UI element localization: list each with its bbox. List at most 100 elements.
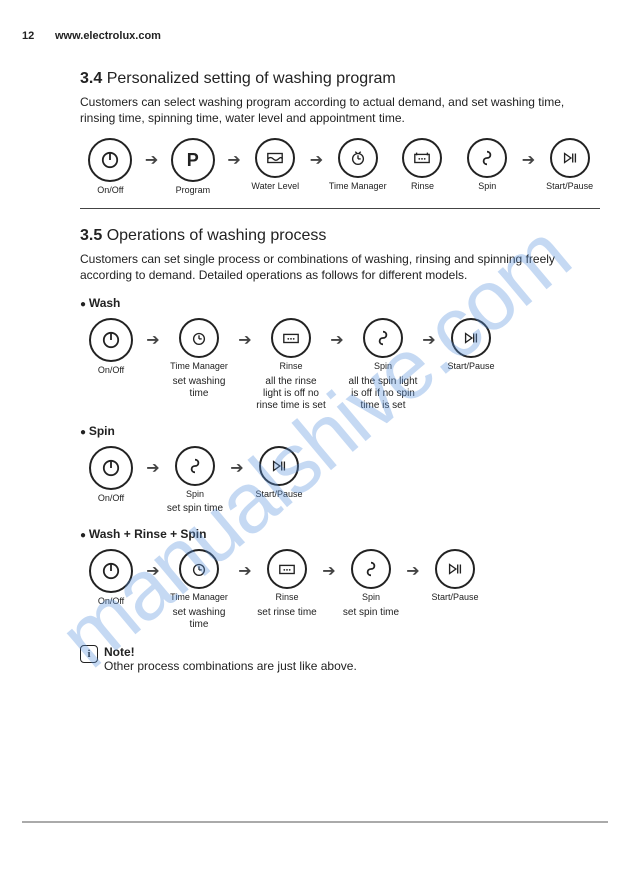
rinse-icon (267, 549, 307, 589)
arrow-icon: ➔ (146, 561, 160, 581)
clock-icon (338, 138, 378, 178)
content-area: 3.4 Personalized setting of washing prog… (80, 70, 600, 673)
arrow-icon: ➔ (146, 458, 160, 478)
label-rinse: Rinse (411, 182, 434, 192)
arrow-icon: ➔ (238, 330, 252, 350)
label-onoff: On/Off (97, 186, 123, 196)
sub: set washing time (164, 607, 234, 631)
spin-icon (175, 446, 215, 486)
section-34-title: Personalized setting of washing program (107, 70, 396, 87)
spin-icon (363, 318, 403, 358)
water-icon (255, 138, 295, 178)
label: Time Manager (170, 593, 228, 603)
power-icon (89, 549, 133, 593)
step-start: Start/Pause (248, 446, 310, 500)
arrow-icon: ➔ (230, 458, 244, 478)
step-rinse: Rinse set rinse time (256, 549, 318, 619)
arrow-icon: ➔ (310, 150, 324, 170)
power-icon (89, 446, 133, 490)
arrow-icon: ➔ (522, 150, 536, 170)
step-onoff: On/Off (80, 138, 141, 196)
sub: all the rinse light is off no rinse time… (256, 376, 326, 412)
section-34-heading: 3.4 Personalized setting of washing prog… (80, 70, 600, 88)
note-label: Note! (104, 645, 357, 659)
sub: all the spin light is off if no spin tim… (348, 376, 418, 412)
flow-wash: On/Off ➔ Time Manager set washing time ➔… (80, 318, 600, 412)
arrow-icon: ➔ (238, 561, 252, 581)
label-program: Program (176, 186, 211, 196)
spin-icon (351, 549, 391, 589)
label-start: Start/Pause (546, 182, 593, 192)
label: Time Manager (170, 362, 228, 372)
label-water: Water Level (251, 182, 299, 192)
sub: set spin time (167, 503, 223, 515)
arrow-icon: ➔ (406, 561, 420, 581)
section-35-heading: 3.5 Operations of washing process (80, 227, 600, 245)
wrs-heading: Wash + Rinse + Spin (80, 527, 600, 541)
label: Spin (186, 490, 204, 500)
page-number: 12 (22, 30, 34, 42)
clock-icon (179, 318, 219, 358)
step-time: Time Manager set washing time (164, 318, 234, 400)
note: i Note! Other process combinations are j… (80, 645, 600, 673)
sub: set washing time (164, 376, 234, 400)
program-icon: P (171, 138, 215, 182)
info-icon: i (80, 645, 98, 663)
divider (80, 208, 600, 209)
step-rinse: Rinse (392, 138, 453, 192)
section-34-num: 3.4 (80, 70, 102, 87)
power-icon (89, 318, 133, 362)
flow-wrs: On/Off ➔ Time Manager set washing time ➔… (80, 549, 600, 631)
step-onoff: On/Off (80, 549, 142, 607)
step-onoff: On/Off (80, 318, 142, 376)
step-onoff: On/Off (80, 446, 142, 504)
arrow-icon: ➔ (227, 150, 241, 170)
flow-spin: On/Off ➔ Spin set spin time ➔ Start/Paus… (80, 446, 600, 516)
label: Start/Pause (255, 490, 302, 500)
label: On/Off (98, 597, 124, 607)
label-spin: Spin (478, 182, 496, 192)
rinse-icon (271, 318, 311, 358)
site-url: www.electrolux.com (55, 30, 161, 42)
arrow-icon: ➔ (422, 330, 436, 350)
step-water: Water Level (245, 138, 306, 192)
play-pause-icon (451, 318, 491, 358)
step-program: P Program (162, 138, 223, 196)
power-icon (88, 138, 132, 182)
step-spin: Spin (457, 138, 518, 192)
label: Spin (374, 362, 392, 372)
step-time: Time Manager set washing time (164, 549, 234, 631)
arrow-icon: ➔ (145, 150, 159, 170)
section-35-num: 3.5 (80, 227, 102, 244)
note-body: Other process combinations are just like… (104, 659, 357, 673)
step-start: Start/Pause (424, 549, 486, 603)
label: On/Off (98, 494, 124, 504)
step-spin: Spin set spin time (164, 446, 226, 516)
sub: set spin time (343, 607, 399, 619)
arrow-icon: ➔ (146, 330, 160, 350)
label: Spin (362, 593, 380, 603)
spin-icon (467, 138, 507, 178)
sub: set rinse time (257, 607, 316, 619)
label: Rinse (275, 593, 298, 603)
play-pause-icon (550, 138, 590, 178)
section-35-title: Operations of washing process (107, 227, 327, 244)
label: Rinse (279, 362, 302, 372)
play-pause-icon (259, 446, 299, 486)
spin-heading: Spin (80, 424, 600, 438)
step-spin: Spin all the spin light is off if no spi… (348, 318, 418, 412)
step-start: Start/Pause (539, 138, 600, 192)
footer-divider (22, 821, 608, 823)
section-35-body: Customers can set single process or comb… (80, 251, 600, 283)
step-spin: Spin set spin time (340, 549, 402, 619)
rinse-icon (402, 138, 442, 178)
step-rinse: Rinse all the rinse light is off no rins… (256, 318, 326, 412)
step-start: Start/Pause (440, 318, 502, 372)
label: Start/Pause (431, 593, 478, 603)
flow-34: On/Off ➔ P Program ➔ Water Level ➔ Time … (80, 138, 600, 196)
label: Start/Pause (447, 362, 494, 372)
label-time: Time Manager (329, 182, 387, 192)
arrow-icon: ➔ (322, 561, 336, 581)
play-pause-icon (435, 549, 475, 589)
arrow-icon: ➔ (330, 330, 344, 350)
